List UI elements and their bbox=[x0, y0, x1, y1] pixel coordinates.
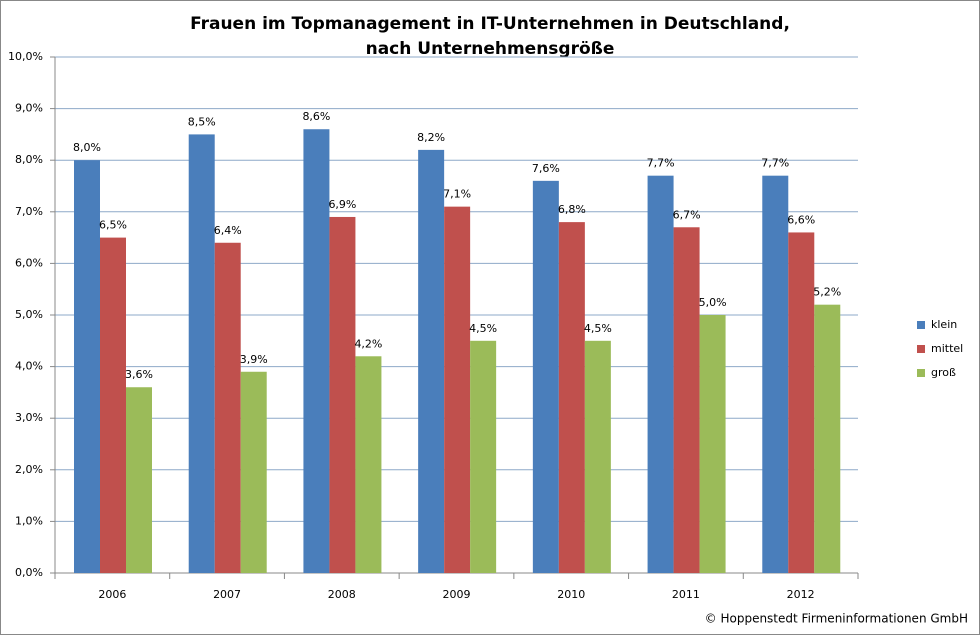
value-label: 7,7% bbox=[647, 157, 675, 170]
bar bbox=[74, 160, 100, 573]
y-tick-label: 10,0% bbox=[8, 50, 43, 63]
value-label: 6,6% bbox=[787, 213, 815, 226]
value-label: 8,5% bbox=[188, 115, 216, 128]
x-tick-label: 2011 bbox=[672, 588, 700, 601]
legend-swatch bbox=[917, 345, 925, 353]
y-tick-label: 5,0% bbox=[15, 308, 43, 321]
value-label: 8,0% bbox=[73, 141, 101, 154]
x-tick-label: 2007 bbox=[213, 588, 241, 601]
y-tick-label: 6,0% bbox=[15, 256, 43, 269]
value-label: 7,1% bbox=[443, 188, 471, 201]
legend-label: mittel bbox=[931, 342, 963, 355]
x-tick-label: 2012 bbox=[787, 588, 815, 601]
y-tick-label: 4,0% bbox=[15, 360, 43, 373]
value-label: 8,6% bbox=[302, 110, 330, 123]
bar bbox=[699, 315, 726, 573]
legend-label: groß bbox=[931, 366, 956, 379]
bar bbox=[444, 206, 471, 573]
bar bbox=[188, 134, 215, 573]
value-label: 5,2% bbox=[813, 286, 841, 299]
value-label: 6,5% bbox=[99, 219, 127, 232]
legend-swatch bbox=[917, 369, 925, 377]
x-tick-label: 2008 bbox=[328, 588, 356, 601]
bar bbox=[214, 242, 241, 573]
y-tick-label: 0,0% bbox=[15, 566, 43, 579]
y-tick-label: 3,0% bbox=[15, 411, 43, 424]
y-tick-label: 1,0% bbox=[15, 514, 43, 527]
bar bbox=[355, 356, 382, 573]
bar bbox=[100, 237, 126, 573]
value-label: 6,4% bbox=[214, 224, 242, 237]
value-label: 3,9% bbox=[240, 353, 268, 366]
x-tick-label: 2009 bbox=[443, 588, 471, 601]
x-tick-label: 2010 bbox=[557, 588, 585, 601]
x-tick-label: 2006 bbox=[98, 588, 126, 601]
y-tick-label: 8,0% bbox=[15, 153, 43, 166]
source-note: © Hoppenstedt Firmeninformationen GmbH bbox=[705, 612, 968, 626]
bar bbox=[673, 227, 700, 573]
y-tick-label: 2,0% bbox=[15, 463, 43, 476]
value-label: 4,5% bbox=[584, 322, 612, 335]
value-label: 3,6% bbox=[125, 368, 153, 381]
value-label: 7,6% bbox=[532, 162, 560, 175]
legend-swatch bbox=[917, 321, 925, 329]
chart-title: Frauen im Topmanagement in IT-Unternehme… bbox=[190, 14, 790, 59]
value-label: 4,5% bbox=[469, 322, 497, 335]
value-label: 8,2% bbox=[417, 131, 445, 144]
y-tick-label: 7,0% bbox=[15, 205, 43, 218]
bar bbox=[418, 149, 445, 573]
bar bbox=[126, 387, 152, 573]
bar bbox=[470, 340, 497, 573]
value-label: 6,8% bbox=[558, 203, 586, 216]
value-label: 6,9% bbox=[328, 198, 356, 211]
value-label: 5,0% bbox=[699, 296, 727, 309]
bar bbox=[762, 175, 789, 573]
bar bbox=[584, 340, 611, 573]
legend-label: klein bbox=[931, 318, 957, 331]
bar bbox=[788, 232, 815, 573]
value-label: 6,7% bbox=[673, 208, 701, 221]
bar bbox=[303, 129, 330, 574]
value-label: 7,7% bbox=[761, 157, 789, 170]
bar bbox=[329, 216, 356, 573]
bar bbox=[240, 371, 267, 573]
bar bbox=[558, 222, 585, 573]
bar bbox=[532, 180, 559, 573]
value-label: 4,2% bbox=[354, 337, 382, 350]
bar bbox=[647, 175, 674, 573]
bar bbox=[814, 304, 841, 573]
y-tick-label: 9,0% bbox=[15, 102, 43, 115]
